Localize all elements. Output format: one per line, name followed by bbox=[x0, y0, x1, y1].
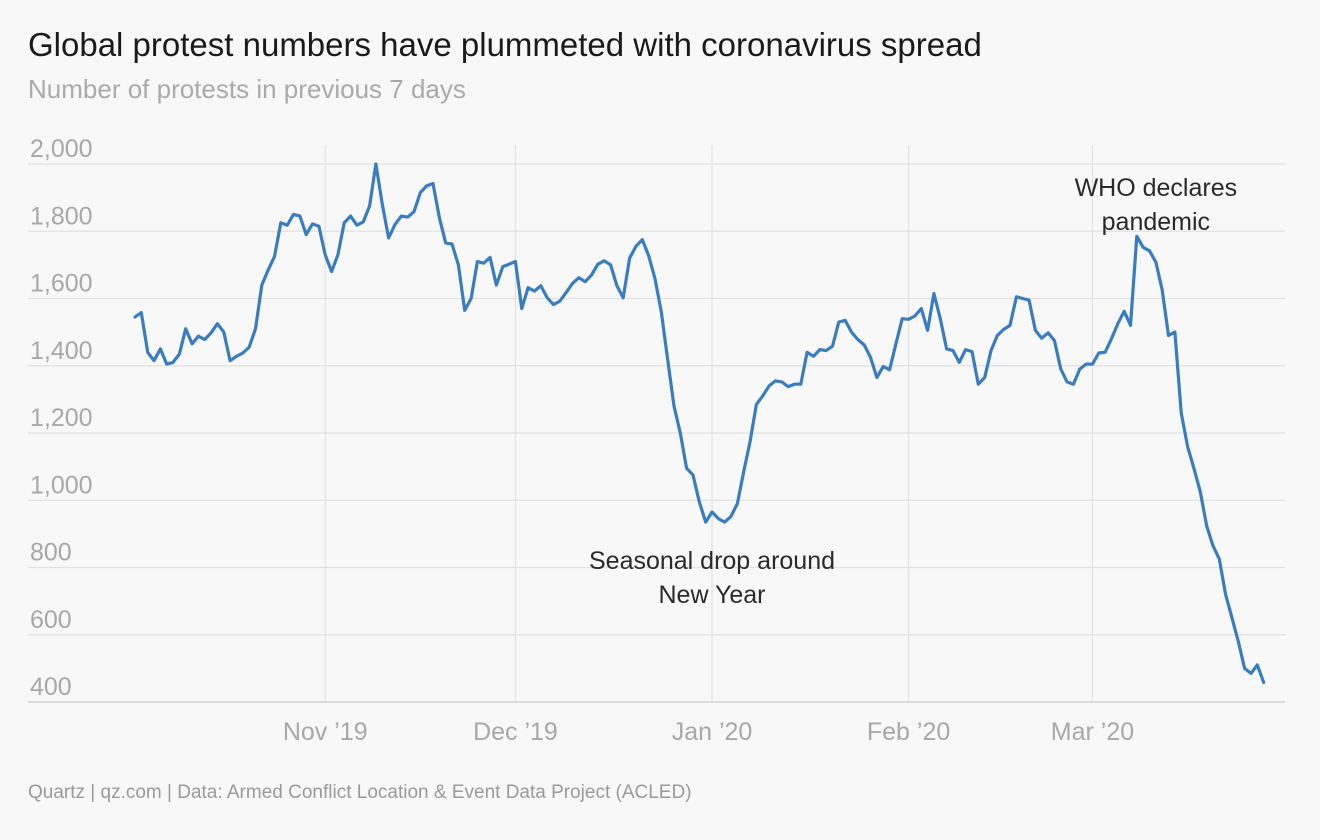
annotation-layer: Seasonal drop around New Year WHO declares… bbox=[589, 174, 1237, 609]
annotation-text: pandemic bbox=[1102, 208, 1210, 236]
annotation-text: Seasonal drop around bbox=[589, 547, 835, 575]
x-tick-label: Nov ’19 bbox=[283, 718, 368, 746]
y-tick-label: 1,200 bbox=[30, 404, 93, 432]
x-axis-ticks: Nov ’19 Dec ’19 Jan ’20 Feb ’20 Mar ’20 bbox=[283, 718, 1134, 746]
x-tick-label: Dec ’19 bbox=[473, 718, 558, 746]
annotation-text: New Year bbox=[658, 581, 765, 609]
y-tick-label: 1,400 bbox=[30, 337, 93, 365]
y-tick-label: 400 bbox=[30, 673, 72, 701]
y-tick-label: 2,000 bbox=[30, 135, 93, 163]
y-tick-label: 1,000 bbox=[30, 471, 93, 499]
y-tick-label: 1,800 bbox=[30, 202, 93, 230]
chart-subtitle: Number of protests in previous 7 days bbox=[28, 74, 466, 104]
source-credit: Quartz | qz.com | Data: Armed Conflict L… bbox=[28, 782, 692, 803]
grid-layer bbox=[28, 145, 1285, 703]
x-tick-label: Jan ’20 bbox=[672, 718, 753, 746]
x-tick-label: Feb ’20 bbox=[867, 718, 950, 746]
annotation-text: WHO declares bbox=[1075, 174, 1238, 202]
series-layer bbox=[133, 162, 1266, 685]
series-line bbox=[133, 162, 1266, 685]
y-tick-label: 1,600 bbox=[30, 270, 93, 298]
y-tick-label: 600 bbox=[30, 606, 72, 634]
chart-title: Global protest numbers have plummeted wi… bbox=[28, 26, 982, 63]
y-axis-ticks: 2,000 1,800 1,600 1,400 1,200 1,000 800 600 400 bbox=[30, 135, 93, 701]
y-tick-label: 800 bbox=[30, 539, 72, 567]
x-tick-label: Mar ’20 bbox=[1051, 718, 1134, 746]
